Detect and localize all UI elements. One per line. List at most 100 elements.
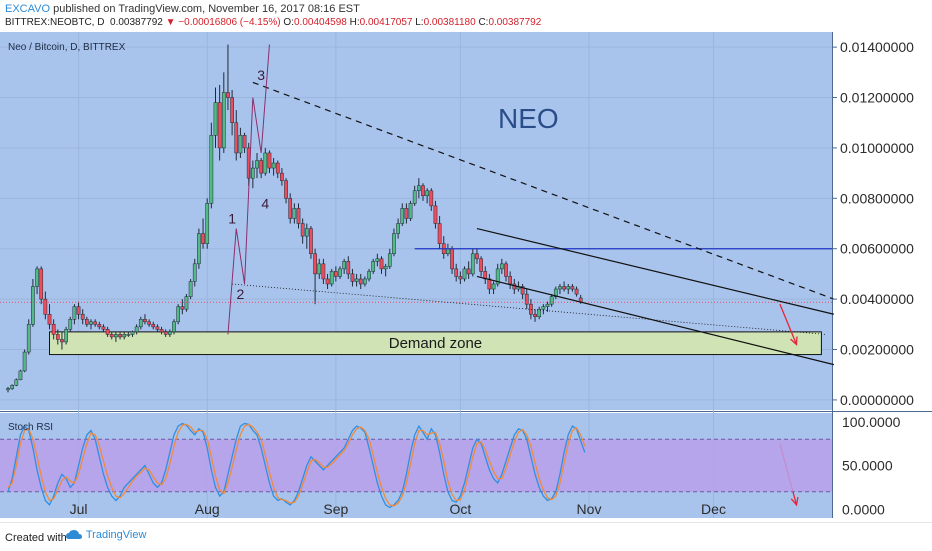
- candle-body: [301, 224, 304, 237]
- price-tick-label: 0.00800000: [840, 190, 914, 206]
- candle-body: [297, 208, 300, 223]
- candle-body: [280, 173, 283, 181]
- candle-body: [19, 371, 22, 380]
- candle-body: [73, 307, 76, 320]
- candle-body: [11, 385, 14, 388]
- candle-body: [160, 329, 163, 332]
- stoch-rsi-title: Stoch RSI: [8, 422, 53, 433]
- price-tick-label: 0.00400000: [840, 291, 914, 307]
- candle-body: [417, 186, 420, 191]
- candle-body: [380, 259, 383, 269]
- wave-label: 4: [261, 195, 269, 211]
- candle-body: [326, 279, 329, 284]
- candle-body: [467, 269, 470, 274]
- candle-body: [571, 287, 574, 290]
- ohlc-line: BITTREX:NEOBTC, D 0.00387792 ▼ −0.000168…: [5, 17, 541, 28]
- candle-body: [89, 322, 92, 325]
- candle-body: [222, 92, 225, 147]
- candle-body: [388, 254, 391, 267]
- chart-title: Neo / Bitcoin, D, BITTREX: [8, 42, 126, 53]
- candle-body: [405, 208, 408, 218]
- candle-body: [255, 161, 258, 169]
- candle-body: [305, 229, 308, 237]
- time-tick-label: Jul: [70, 501, 88, 517]
- candle-body: [309, 229, 312, 254]
- time-tick-label: Aug: [195, 501, 220, 517]
- open-label: O:: [283, 17, 294, 28]
- candle-body: [127, 334, 130, 335]
- time-tick-label: Sep: [323, 501, 348, 517]
- candle-body: [56, 334, 59, 339]
- candle-body: [102, 327, 105, 330]
- rsi-tick-label: 0.0000: [842, 501, 885, 517]
- candle-body: [509, 276, 512, 284]
- candle-body: [69, 319, 72, 329]
- chart-header: EXCAVO published on TradingView.com, Nov…: [0, 0, 932, 32]
- low-label: L:: [415, 17, 423, 28]
- candle-body: [550, 297, 553, 305]
- published-text: published on TradingView.com, November 1…: [53, 3, 360, 15]
- created-with-label: Created with: [5, 532, 67, 544]
- candle-body: [459, 276, 462, 279]
- candle-body: [139, 319, 142, 327]
- candle-body: [98, 324, 101, 327]
- candle-body: [363, 279, 366, 284]
- candle-body: [446, 249, 449, 254]
- candle-body: [450, 249, 453, 269]
- candle-body: [110, 334, 113, 337]
- candle-body: [430, 191, 433, 206]
- author-link[interactable]: EXCAVO: [5, 3, 50, 15]
- candle-body: [322, 264, 325, 279]
- candle-body: [106, 329, 109, 334]
- candle-body: [143, 319, 146, 322]
- candle-body: [272, 163, 275, 168]
- low-value: 0.00381180: [424, 17, 476, 28]
- chart-canvas[interactable]: Demand zone 12345 0.014000000.012000000.…: [0, 32, 932, 522]
- candle-body: [251, 168, 254, 178]
- candle-body: [475, 254, 478, 259]
- time-tick-label: Nov: [577, 501, 602, 517]
- candle-body: [268, 153, 271, 168]
- symbol-label: BITTREX:NEOBTC, D: [5, 17, 104, 28]
- rsi-tick-label: 50.0000: [842, 458, 893, 474]
- wave-label: 3: [257, 67, 265, 83]
- candle-body: [135, 327, 138, 332]
- candle-body: [201, 234, 204, 244]
- candle-body: [500, 264, 503, 269]
- candle-body: [575, 289, 578, 294]
- close-label: C:: [478, 17, 488, 28]
- publish-line: EXCAVO published on TradingView.com, Nov…: [5, 3, 360, 15]
- candle-body: [372, 261, 375, 271]
- candle-body: [558, 287, 561, 290]
- candle-body: [546, 304, 549, 307]
- candle-body: [334, 271, 337, 276]
- footer: Created with TradingView: [0, 522, 932, 551]
- candle-body: [504, 264, 507, 277]
- candle-body: [434, 206, 437, 224]
- candle-body: [359, 279, 362, 284]
- candle-body: [426, 191, 429, 196]
- candle-body: [52, 324, 55, 334]
- rsi-tick-label: 100.0000: [842, 414, 901, 430]
- candle-body: [367, 271, 370, 279]
- candle-body: [260, 161, 263, 174]
- tradingview-logo[interactable]: TradingView: [65, 529, 146, 541]
- candle-body: [118, 334, 121, 337]
- candle-body: [114, 334, 117, 337]
- candle-body: [463, 269, 466, 279]
- candle-body: [156, 327, 159, 330]
- candle-body: [31, 287, 34, 325]
- candle-body: [40, 269, 43, 299]
- candle-body: [27, 324, 30, 352]
- price-tick-label: 0.01000000: [840, 140, 914, 156]
- candle-body: [421, 186, 424, 196]
- candle-body: [488, 279, 491, 289]
- open-value: 0.00404598: [294, 17, 347, 28]
- candle-body: [226, 92, 229, 97]
- candle-body: [438, 224, 441, 244]
- candle-body: [492, 284, 495, 289]
- price-tick-label: 0.01200000: [840, 90, 914, 106]
- candle-body: [77, 307, 80, 315]
- candle-body: [15, 380, 18, 386]
- wave-label: 1: [228, 211, 236, 227]
